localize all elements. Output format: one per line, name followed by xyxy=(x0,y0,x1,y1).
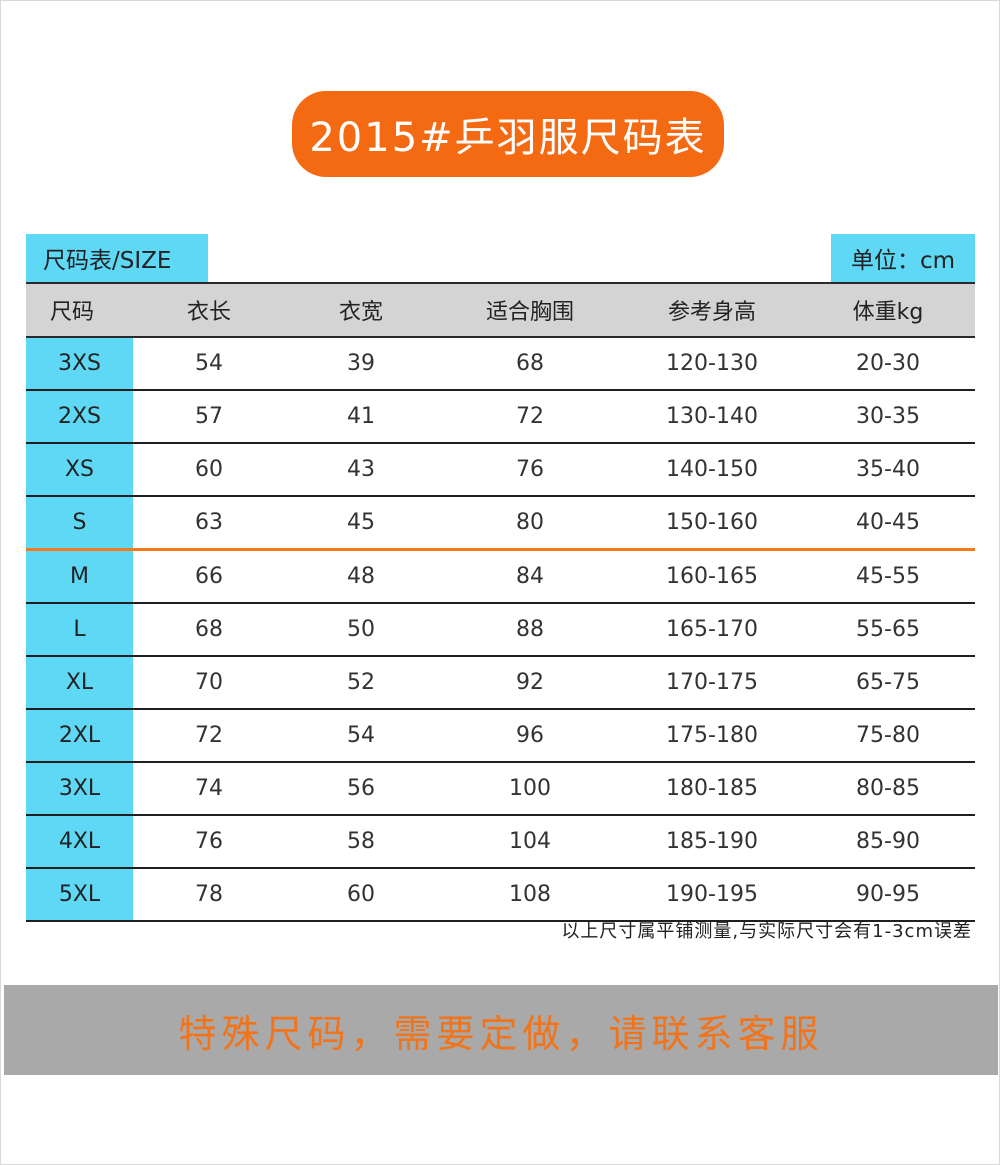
height-cell: 180-185 xyxy=(623,762,801,816)
width-cell: 41 xyxy=(285,390,437,444)
table-row: 5XL 78 60 108 190-195 90-95 xyxy=(26,868,975,922)
table-header-row: 尺码 衣长 衣宽 适合胸围 参考身高 体重kg xyxy=(26,282,975,338)
width-cell: 45 xyxy=(285,496,437,551)
size-cell: S xyxy=(26,496,133,551)
weight-cell: 75-80 xyxy=(801,709,975,763)
size-cell: M xyxy=(26,549,133,604)
height-cell: 170-175 xyxy=(623,656,801,710)
size-cell: 2XL xyxy=(26,709,133,763)
table-row: 4XL 76 58 104 185-190 85-90 xyxy=(26,815,975,869)
table-label-tag: 尺码表/SIZE xyxy=(26,234,208,282)
width-cell: 48 xyxy=(285,549,437,604)
weight-cell: 85-90 xyxy=(801,815,975,869)
size-table: 尺码 衣长 衣宽 适合胸围 参考身高 体重kg 3XS 54 39 68 120… xyxy=(26,282,975,922)
width-cell: 52 xyxy=(285,656,437,710)
table-row: 2XS 57 41 72 130-140 30-35 xyxy=(26,390,975,444)
weight-cell: 20-30 xyxy=(801,337,975,391)
weight-cell: 55-65 xyxy=(801,603,975,657)
chest-cell: 96 xyxy=(437,709,623,763)
header-size: 尺码 xyxy=(26,282,133,338)
unit-label-tag: 单位：cm xyxy=(831,234,975,282)
size-cell: XL xyxy=(26,656,133,710)
chest-cell: 84 xyxy=(437,549,623,604)
chest-cell: 108 xyxy=(437,868,623,922)
header-height: 参考身高 xyxy=(623,282,801,338)
table-row: M 66 48 84 160-165 45-55 xyxy=(26,549,975,604)
length-cell: 60 xyxy=(133,443,285,497)
width-cell: 54 xyxy=(285,709,437,763)
header-weight: 体重kg xyxy=(801,282,975,338)
size-cell: 2XS xyxy=(26,390,133,444)
table-row: S 63 45 80 150-160 40-45 xyxy=(26,496,975,551)
length-cell: 78 xyxy=(133,868,285,922)
width-cell: 60 xyxy=(285,868,437,922)
length-cell: 72 xyxy=(133,709,285,763)
height-cell: 185-190 xyxy=(623,815,801,869)
weight-cell: 40-45 xyxy=(801,496,975,551)
weight-cell: 80-85 xyxy=(801,762,975,816)
length-cell: 76 xyxy=(133,815,285,869)
table-row: 3XS 54 39 68 120-130 20-30 xyxy=(26,337,975,391)
weight-cell: 35-40 xyxy=(801,443,975,497)
height-cell: 120-130 xyxy=(623,337,801,391)
height-cell: 130-140 xyxy=(623,390,801,444)
table-row: 2XL 72 54 96 175-180 75-80 xyxy=(26,709,975,763)
size-cell: 3XS xyxy=(26,337,133,391)
width-cell: 39 xyxy=(285,337,437,391)
length-cell: 63 xyxy=(133,496,285,551)
chest-cell: 72 xyxy=(437,390,623,444)
size-cell: 5XL xyxy=(26,868,133,922)
table-row: L 68 50 88 165-170 55-65 xyxy=(26,603,975,657)
weight-cell: 45-55 xyxy=(801,549,975,604)
height-cell: 165-170 xyxy=(623,603,801,657)
size-cell: 3XL xyxy=(26,762,133,816)
weight-cell: 90-95 xyxy=(801,868,975,922)
width-cell: 56 xyxy=(285,762,437,816)
height-cell: 190-195 xyxy=(623,868,801,922)
chest-cell: 68 xyxy=(437,337,623,391)
length-cell: 70 xyxy=(133,656,285,710)
table-row: XL 70 52 92 170-175 65-75 xyxy=(26,656,975,710)
length-cell: 74 xyxy=(133,762,285,816)
length-cell: 57 xyxy=(133,390,285,444)
size-cell: L xyxy=(26,603,133,657)
header-chest: 适合胸围 xyxy=(437,282,623,338)
width-cell: 58 xyxy=(285,815,437,869)
chest-cell: 104 xyxy=(437,815,623,869)
measurement-note: 以上尺寸属平铺测量,与实际尺寸会有1-3cm误差 xyxy=(561,921,972,942)
chest-cell: 76 xyxy=(437,443,623,497)
chest-cell: 88 xyxy=(437,603,623,657)
height-cell: 140-150 xyxy=(623,443,801,497)
length-cell: 68 xyxy=(133,603,285,657)
width-cell: 50 xyxy=(285,603,437,657)
chest-cell: 80 xyxy=(437,496,623,551)
length-cell: 54 xyxy=(133,337,285,391)
header-length: 衣长 xyxy=(133,282,285,338)
width-cell: 43 xyxy=(285,443,437,497)
custom-size-banner: 特殊尺码，需要定做，请联系客服 xyxy=(4,985,998,1075)
weight-cell: 30-35 xyxy=(801,390,975,444)
chest-cell: 92 xyxy=(437,656,623,710)
table-row: XS 60 43 76 140-150 35-40 xyxy=(26,443,975,497)
page-title: 2015#乒羽服尺码表 xyxy=(292,91,724,177)
height-cell: 175-180 xyxy=(623,709,801,763)
length-cell: 66 xyxy=(133,549,285,604)
height-cell: 150-160 xyxy=(623,496,801,551)
weight-cell: 65-75 xyxy=(801,656,975,710)
height-cell: 160-165 xyxy=(623,549,801,604)
size-cell: 4XL xyxy=(26,815,133,869)
header-width: 衣宽 xyxy=(285,282,437,338)
table-row: 3XL 74 56 100 180-185 80-85 xyxy=(26,762,975,816)
chest-cell: 100 xyxy=(437,762,623,816)
size-cell: XS xyxy=(26,443,133,497)
